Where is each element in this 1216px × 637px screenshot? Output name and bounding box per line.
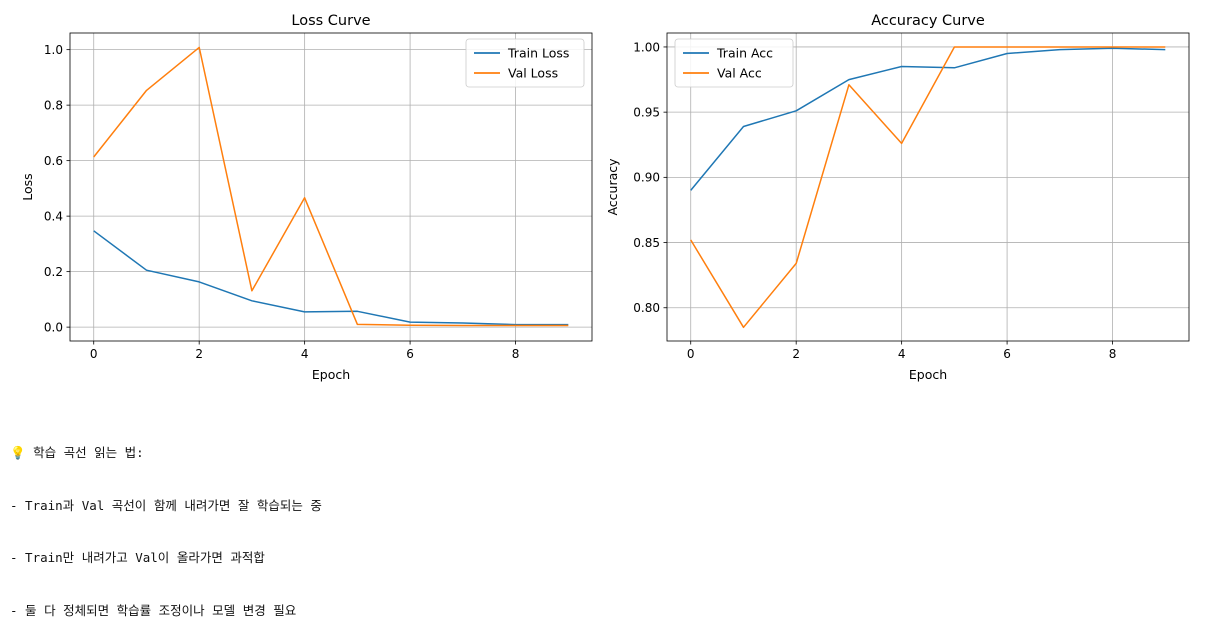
series-line-2 [690, 46, 1166, 329]
x-tick-label: 8 [1109, 347, 1117, 361]
notes-heading-row: 💡 학습 곡선 읽는 법: [10, 444, 322, 462]
x-axis-label: Epoch [909, 367, 947, 382]
reading-guide-notes: 💡 학습 곡선 읽는 법: - Train과 Val 곡선이 함께 내려가면 잘… [10, 409, 322, 637]
x-tick-label: 6 [406, 347, 414, 361]
notes-line-2: - Train만 내려가고 Val이 올라가면 과적합 [10, 550, 265, 565]
x-tick-label: 0 [90, 347, 98, 361]
axes-frame [666, 32, 1190, 342]
y-tick-label: 0.95 [633, 105, 660, 119]
legend-box [674, 38, 794, 88]
x-tick-label: 4 [898, 347, 906, 361]
notes-line-3: - 둘 다 정체되면 학습률 조정이나 모델 변경 필요 [10, 602, 297, 618]
x-tick-label: 0 [687, 347, 695, 361]
legend: Train Loss Val Loss [465, 38, 585, 88]
legend-label: Val Loss [508, 66, 558, 81]
x-tick-label: 4 [301, 347, 309, 361]
y-tick-label: 0.4 [44, 209, 63, 223]
y-axis-label: Loss [20, 173, 35, 200]
y-axis-label: Accuracy [605, 158, 620, 216]
notes-line-1: - Train과 Val 곡선이 함께 내려가면 잘 학습되는 중 [10, 497, 322, 513]
y-tick-label: 0.85 [633, 236, 660, 250]
x-tick-label: 2 [195, 347, 203, 361]
lightbulb-icon: 💡 [10, 445, 26, 460]
y-tick-label: 0.6 [44, 154, 63, 168]
y-tick-label: 0.2 [44, 265, 63, 279]
x-tick-label: 6 [1003, 347, 1011, 361]
axes-frame [69, 32, 593, 342]
legend-label: Train Loss [507, 46, 569, 61]
chart-2: 0 2 4 6 8 0.80 0.85 0.90 0.95 1.00 Accuracy Curve E… [605, 13, 1190, 382]
x-axis-label: Epoch [312, 367, 350, 382]
series-line-1 [93, 230, 569, 326]
legend-label: Val Acc [717, 66, 762, 81]
y-tick-label: 1.00 [633, 40, 660, 54]
charts-figure: 0 2 4 6 8 0.0 0.2 0.4 0.6 0.8 1.0 Loss Curve Epoch Lo… [20, 13, 1190, 382]
y-tick-label: 0.80 [633, 301, 660, 315]
x-tick-label: 8 [512, 347, 520, 361]
notes-heading: 학습 곡선 읽는 법: [33, 445, 144, 460]
legend-box [465, 38, 585, 88]
x-tick-label: 2 [792, 347, 800, 361]
chart-title: Accuracy Curve [871, 13, 985, 29]
y-tick-label: 0.90 [633, 171, 660, 185]
series-line-2 [93, 46, 569, 327]
series-line-1 [690, 47, 1166, 191]
legend-label: Train Acc [716, 46, 773, 61]
y-tick-label: 1.0 [44, 43, 63, 57]
chart-1: 0 2 4 6 8 0.0 0.2 0.4 0.6 0.8 1.0 Loss Curve Epoch Lo… [20, 13, 593, 382]
y-tick-label: 0.8 [44, 98, 63, 112]
y-tick-label: 0.0 [44, 320, 63, 334]
legend: Train Acc Val Acc [674, 38, 794, 88]
chart-title: Loss Curve [291, 13, 370, 29]
